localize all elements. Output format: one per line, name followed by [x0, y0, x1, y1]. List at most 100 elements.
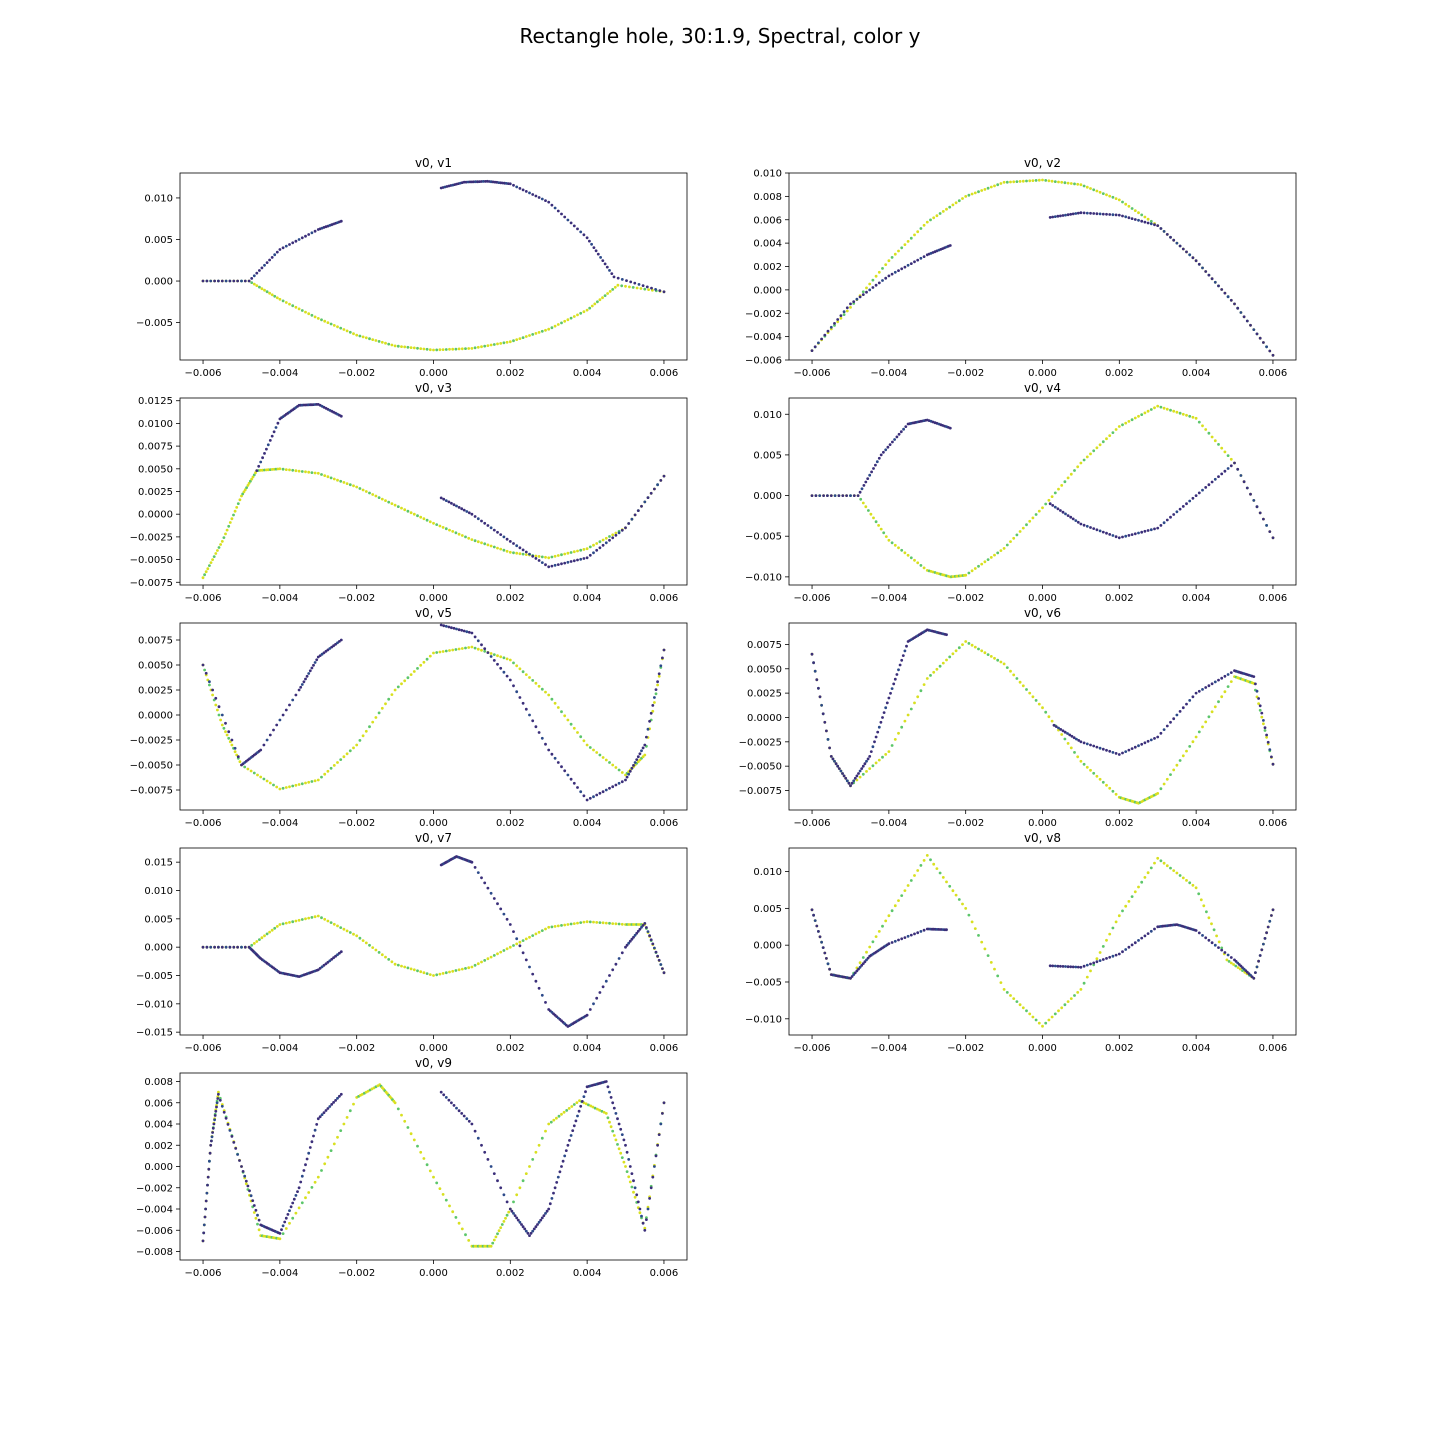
- data-point: [852, 300, 856, 303]
- data-point: [1191, 740, 1195, 744]
- data-point: [1172, 717, 1176, 721]
- data-point: [1121, 950, 1124, 954]
- data-point: [935, 667, 939, 671]
- data-point: [591, 1105, 595, 1109]
- data-point: [528, 1165, 531, 1168]
- data-point: [243, 279, 247, 283]
- data-point: [1130, 533, 1134, 536]
- data-point: [497, 1229, 501, 1233]
- data-point: [268, 930, 271, 934]
- data-point: [384, 341, 387, 345]
- data-point: [393, 962, 397, 966]
- data-point: [334, 642, 337, 646]
- data-point: [297, 1186, 301, 1190]
- data-point: [1149, 408, 1153, 411]
- data-point: [439, 496, 443, 500]
- data-point: [964, 573, 968, 577]
- data-point: [585, 547, 589, 551]
- data-point: [489, 544, 493, 548]
- data-point: [1059, 964, 1062, 968]
- data-point: [1262, 719, 1265, 722]
- data-point: [486, 957, 490, 961]
- data-point: [320, 916, 323, 920]
- data-point: [1117, 425, 1121, 428]
- data-point: [810, 494, 814, 497]
- data-point: [299, 1180, 303, 1184]
- data-point: [611, 1129, 615, 1133]
- data-point: [1255, 332, 1259, 336]
- data-point: [1031, 695, 1035, 699]
- data-point: [916, 230, 920, 234]
- data-point: [874, 735, 878, 739]
- data-point: [480, 519, 483, 523]
- y-tick-label: 0.0075: [138, 636, 173, 647]
- data-point: [524, 937, 528, 941]
- data-point: [598, 991, 602, 994]
- data-point: [260, 936, 264, 940]
- data-point: [869, 512, 873, 516]
- data-point: [1031, 1015, 1035, 1019]
- data-point: [1021, 526, 1025, 530]
- x-tick-label: −0.006: [794, 818, 831, 829]
- data-point: [874, 283, 878, 287]
- data-point: [508, 1207, 512, 1211]
- data-point: [635, 931, 639, 935]
- data-point: [329, 1149, 333, 1152]
- data-point: [217, 1090, 220, 1094]
- x-tick-label: 0.006: [650, 593, 679, 604]
- data-point: [345, 929, 349, 933]
- x-tick-label: −0.006: [794, 593, 831, 604]
- data-point: [240, 279, 243, 283]
- data-point: [238, 1159, 241, 1162]
- data-point: [903, 889, 907, 892]
- data-point: [256, 1222, 259, 1226]
- data-point: [316, 1175, 320, 1179]
- data-point: [252, 1211, 256, 1214]
- data-point: [1069, 515, 1073, 519]
- data-point: [396, 963, 400, 967]
- data-point: [903, 243, 907, 247]
- y-tick-label: −0.004: [136, 1205, 173, 1216]
- data-point: [374, 494, 378, 498]
- data-point: [657, 672, 661, 676]
- data-point: [489, 1244, 493, 1248]
- data-point: [1061, 510, 1065, 514]
- data-point: [871, 278, 875, 282]
- data-point: [476, 962, 480, 966]
- data-point: [592, 551, 595, 555]
- data-point: [1057, 728, 1060, 732]
- data-point: [1229, 457, 1233, 461]
- subplot-9: v0, v9−0.006 −0.004 −0.002 0.000 0.002 0.004 0…: [136, 1056, 688, 1279]
- data-point: [598, 540, 602, 544]
- data-point: [257, 464, 261, 468]
- data-point: [1146, 739, 1150, 743]
- x-tick-label: −0.006: [794, 368, 831, 379]
- x-tick-label: 0.004: [573, 818, 602, 829]
- data-point: [593, 302, 597, 306]
- data-point: [619, 1151, 623, 1155]
- data-point: [1215, 934, 1218, 938]
- data-point: [579, 557, 583, 561]
- data-point: [219, 718, 223, 722]
- data-point: [201, 576, 205, 580]
- data-point: [455, 1106, 458, 1110]
- data-point: [579, 1104, 583, 1108]
- data-point: [352, 484, 355, 488]
- data-point: [1140, 880, 1144, 884]
- data-point: [572, 550, 576, 554]
- data-point: [1092, 744, 1096, 748]
- data-point: [1210, 480, 1214, 484]
- data-point: [1137, 939, 1140, 942]
- data-point: [441, 1193, 445, 1196]
- data-point: [212, 555, 216, 558]
- data-point: [557, 1114, 561, 1118]
- data-point: [1079, 211, 1083, 215]
- data-point: [605, 265, 609, 269]
- data-point: [614, 533, 618, 537]
- data-point: [412, 512, 416, 516]
- data-point: [588, 1008, 592, 1011]
- data-point: [254, 1208, 258, 1212]
- data-point: [521, 548, 525, 552]
- data-point: [1258, 954, 1262, 957]
- data-point: [957, 646, 961, 650]
